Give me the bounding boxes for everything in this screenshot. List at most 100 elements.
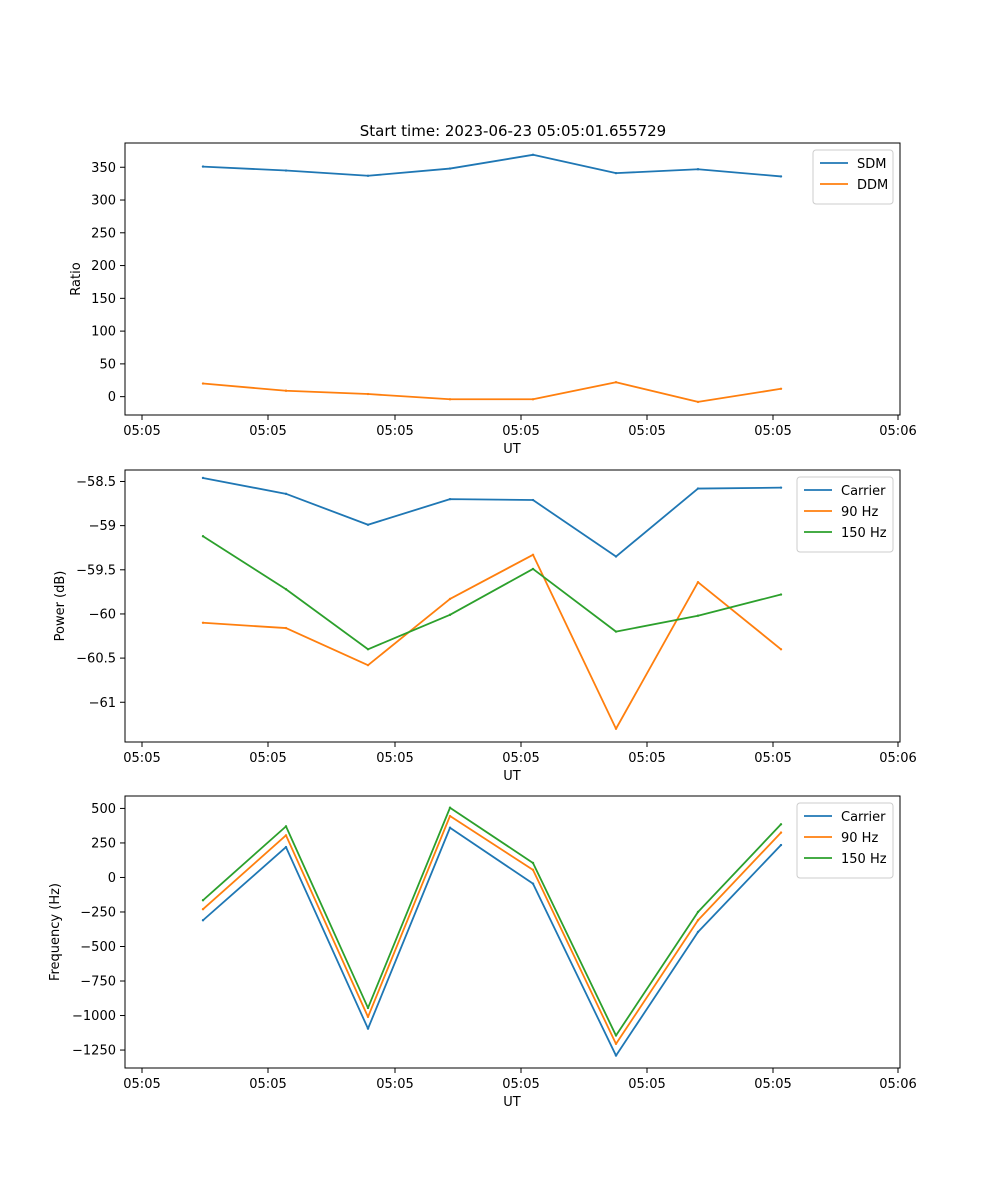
data-point (779, 843, 783, 847)
data-point (284, 389, 288, 392)
series-line-90-hz (202, 553, 782, 730)
panels: 05:05 05:05 05:05 05:05 05:05 05:05 05:06 0 50 10… (48, 142, 917, 1110)
data-point (366, 392, 370, 396)
data-point (448, 814, 452, 818)
panel-2: 05:05 05:05 05:05 05:05 05:05 05:05 05:06 −61 −6… (53, 469, 917, 784)
data-point (779, 175, 783, 178)
y-tick-label: −60.5 (76, 652, 116, 667)
y-tick-label: 250 (91, 836, 116, 851)
data-point (201, 899, 205, 902)
x-tick-label: 05:06 (879, 751, 916, 766)
y-tick-label: −1250 (72, 1044, 116, 1059)
legend-box (796, 802, 894, 879)
series-line-150-hz (202, 806, 782, 1037)
figure-title: Start time: 2023-06-23 05:05:01.655729 (360, 122, 666, 140)
y-tick-label: 100 (91, 325, 116, 340)
legend: SDM DDM (812, 149, 894, 205)
data-point (366, 1027, 370, 1030)
data-point (201, 382, 205, 385)
data-point (696, 400, 700, 404)
data-point (366, 1006, 370, 1010)
data-point (531, 498, 535, 502)
data-point (284, 825, 288, 828)
legend-label: SDM (857, 157, 886, 172)
data-point (614, 171, 618, 175)
y-tick-label: −58.5 (76, 475, 116, 490)
data-point (531, 861, 535, 865)
y-axis-label: Power (dB) (53, 571, 68, 642)
data-point (448, 597, 452, 601)
data-point (779, 823, 783, 826)
y-tick-label: −1000 (72, 1009, 116, 1024)
legend-label: 90 Hz (841, 831, 878, 846)
x-axis-label: UT (503, 769, 521, 784)
data-point (366, 663, 370, 667)
y-tick-label: 150 (91, 292, 116, 307)
y-tick-label: 0 (108, 871, 116, 886)
x-tick-label: 05:05 (628, 424, 665, 439)
data-point (531, 567, 535, 571)
data-point (201, 476, 205, 480)
y-tick-label: 50 (99, 357, 116, 372)
data-point (448, 613, 452, 617)
data-point (284, 492, 288, 496)
data-point (284, 834, 288, 837)
x-tick-label: 05:05 (249, 424, 286, 439)
y-axis-label: Frequency (Hz) (48, 883, 63, 981)
data-point (531, 153, 535, 156)
data-point (531, 553, 535, 556)
series-line-90-hz (202, 815, 782, 1045)
data-point (201, 919, 205, 922)
data-point (366, 1015, 370, 1019)
data-point (696, 930, 700, 934)
x-tick-label: 05:05 (376, 1077, 413, 1092)
data-point (779, 831, 783, 834)
x-tick-label: 05:05 (123, 424, 160, 439)
y-tick-label: 200 (91, 259, 116, 274)
series-line-sdm (202, 153, 782, 178)
y-tick-label: 250 (91, 226, 116, 241)
y-tick-label: −60 (89, 607, 116, 622)
y-tick-label: −59.5 (76, 563, 116, 578)
x-tick-label: 05:06 (879, 424, 916, 439)
data-point (201, 908, 205, 911)
data-point (531, 882, 535, 885)
data-point (448, 826, 452, 829)
legend-label: 90 Hz (841, 505, 878, 520)
y-tick-label: −750 (80, 975, 116, 990)
x-tick-label: 05:05 (754, 751, 791, 766)
data-point (531, 868, 535, 872)
legend-box (796, 476, 894, 553)
x-tick-label: 05:05 (249, 1077, 286, 1092)
legend-label: 150 Hz (841, 852, 887, 867)
data-point (696, 910, 700, 914)
data-point (448, 167, 452, 170)
series-line-carrier (202, 826, 782, 1057)
y-tick-label: 300 (91, 194, 116, 209)
data-point (366, 174, 370, 177)
data-point (614, 630, 618, 633)
data-point (366, 648, 370, 651)
series-line-carrier (202, 477, 782, 558)
data-point (696, 614, 700, 617)
x-axis-label: UT (503, 442, 521, 457)
x-tick-label: 05:06 (879, 1077, 916, 1092)
legend-label: Carrier (841, 484, 886, 499)
axes-frame (124, 795, 901, 1069)
data-point (614, 1054, 618, 1057)
y-tick-label: −250 (80, 905, 116, 920)
data-point (284, 169, 288, 172)
data-point (448, 806, 452, 809)
data-point (614, 1042, 618, 1046)
legend-label: Carrier (841, 810, 886, 825)
legend: Carrier 90 Hz 150 Hz (796, 802, 894, 879)
x-tick-label: 05:05 (754, 424, 791, 439)
data-point (366, 523, 370, 526)
data-point (779, 593, 783, 596)
data-point (284, 588, 288, 591)
legend: Carrier 90 Hz 150 Hz (796, 476, 894, 553)
data-point (614, 555, 618, 558)
data-point (531, 398, 535, 401)
panel-3: 05:05 05:05 05:05 05:05 05:05 05:05 05:06 −1250… (48, 795, 917, 1110)
